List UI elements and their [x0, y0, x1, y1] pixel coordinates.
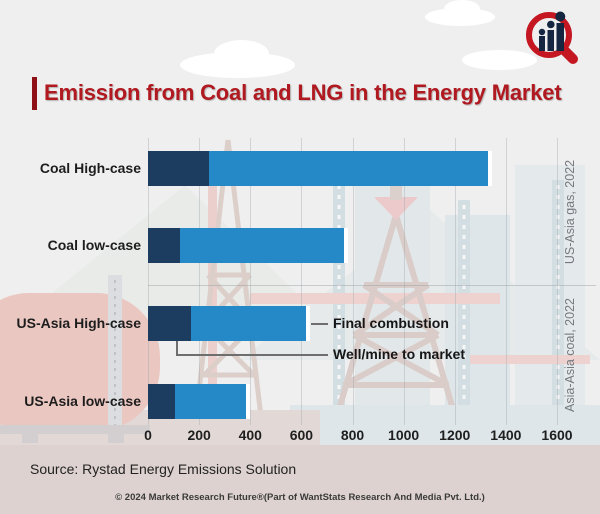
cloud-shape — [462, 50, 537, 70]
final-combustion-label: Final combustion — [333, 315, 449, 331]
bar-segment-final-combustion — [209, 151, 488, 186]
bar-row — [148, 228, 344, 263]
page-title: Emission from Coal and LNG in the Energy… — [44, 80, 562, 105]
x-tick-label: 400 — [238, 427, 262, 443]
footer: Source: Rystad Energy Emissions Solution… — [0, 445, 600, 514]
category-label: Coal High-case — [39, 160, 141, 176]
right-section-label: US-Asia gas, 2022 — [563, 159, 577, 265]
market-research-future-logo-icon — [526, 11, 578, 64]
gridline — [454, 138, 456, 425]
cloud-shape — [214, 40, 269, 68]
final-combustion-callout-line — [311, 323, 328, 325]
x-tick-label: 600 — [289, 427, 314, 443]
well-mine-label: Well/mine to market — [333, 346, 466, 362]
gridline — [352, 138, 354, 425]
gridline — [301, 138, 303, 425]
gridline — [505, 138, 507, 425]
well-mine-callout-elbow-vertical — [176, 341, 178, 355]
bar-segment-well-mine-to-market — [148, 384, 175, 419]
x-tick-label: 1400 — [490, 427, 522, 443]
category-label: US-Asia High-case — [16, 315, 141, 331]
x-tick-label: 800 — [340, 427, 365, 443]
bar-segment-well-mine-to-market — [148, 306, 192, 341]
well-mine-callout-line — [176, 354, 328, 356]
bar-row — [148, 151, 488, 186]
gridline — [557, 138, 558, 425]
section-divider-line — [148, 285, 596, 286]
bar-row — [148, 306, 307, 341]
gridline — [148, 138, 149, 425]
x-tick-label: 200 — [187, 427, 211, 443]
x-tick-label: 1200 — [439, 427, 471, 443]
x-tick-label: 1600 — [541, 427, 573, 443]
title-accent-bar — [32, 77, 37, 110]
bar-segment-final-combustion — [174, 384, 247, 419]
bar-row — [148, 384, 247, 419]
source-text: Source: Rystad Energy Emissions Solution — [30, 461, 297, 477]
copyright-text: © 2024 Market Research Future®(Part of W… — [115, 492, 485, 503]
category-label: US-Asia low-case — [24, 393, 141, 409]
bar-segment-final-combustion — [179, 228, 344, 263]
gridline — [199, 138, 201, 425]
bar-segment-well-mine-to-market — [148, 228, 180, 263]
gridline — [403, 138, 405, 425]
cloud-shape — [444, 0, 480, 18]
bar-segment-well-mine-to-market — [148, 151, 210, 186]
bar-segment-final-combustion — [191, 306, 307, 341]
gridline — [250, 138, 252, 425]
x-tick-label: 0 — [144, 427, 152, 443]
right-section-label: Asia-Asia coal, 2022 — [563, 298, 577, 412]
x-tick-label: 1000 — [388, 427, 420, 443]
category-label: Coal low-case — [47, 237, 141, 253]
